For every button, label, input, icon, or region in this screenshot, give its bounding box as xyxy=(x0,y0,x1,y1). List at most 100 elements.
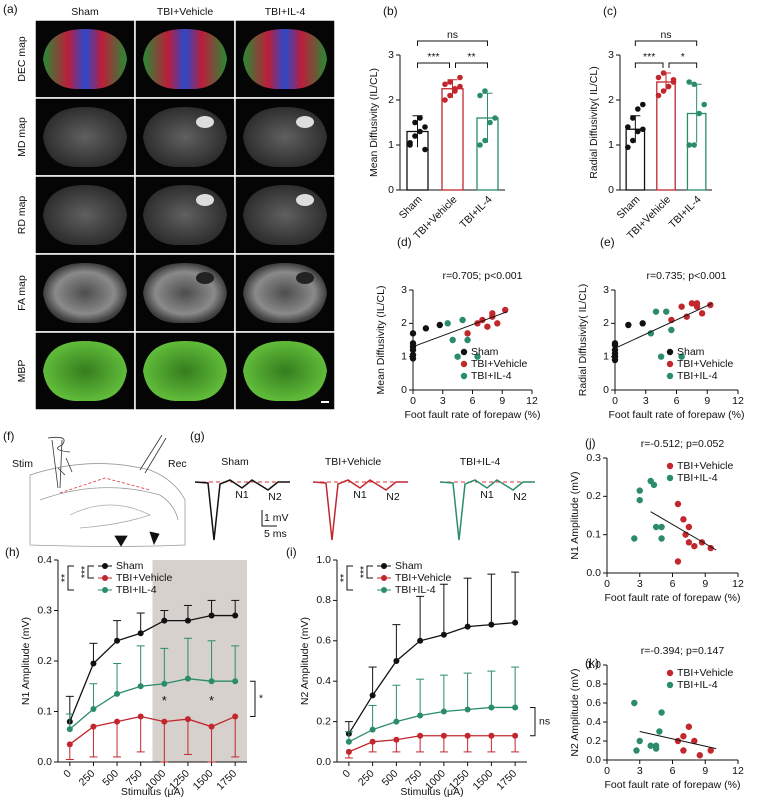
data-point xyxy=(208,612,215,619)
data-point xyxy=(488,704,495,711)
legend-marker xyxy=(666,669,674,677)
brain xyxy=(143,263,227,323)
data-point xyxy=(678,303,685,310)
y-tick-label: 0.0 xyxy=(586,754,601,766)
row-label: RD map xyxy=(16,196,28,235)
data-point xyxy=(161,617,168,624)
y-tick-label: 0 xyxy=(608,184,614,196)
data-point xyxy=(650,481,658,489)
image-grid xyxy=(34,19,336,411)
panel-label: (h) xyxy=(5,545,20,559)
legend-marker xyxy=(666,372,674,380)
brain xyxy=(43,107,127,167)
data-point xyxy=(417,712,424,719)
data-point xyxy=(464,330,471,337)
data-point xyxy=(636,487,643,494)
data-point xyxy=(686,79,692,85)
series-line xyxy=(69,614,236,722)
fit-line xyxy=(412,311,508,348)
x-tick-label: 3 xyxy=(637,578,643,590)
panel-label: (f) xyxy=(3,429,14,443)
x-tick-label: 12 xyxy=(732,578,744,590)
rec-label: Rec xyxy=(168,458,187,470)
y-tick-label: 2 xyxy=(608,94,614,106)
x-tick-label: 6 xyxy=(670,765,676,777)
brain xyxy=(243,263,327,323)
data-point xyxy=(665,83,672,90)
legend-label: TBI+Vehicle xyxy=(677,358,733,370)
x-tick-label: 9 xyxy=(702,578,708,590)
data-point xyxy=(701,101,707,108)
legend-label: TBI+Vehicle xyxy=(116,572,172,584)
data-point xyxy=(488,621,495,628)
fit-line xyxy=(650,511,717,551)
y-tick-label: 3 xyxy=(608,49,614,61)
y-tick-label: 0.3 xyxy=(586,452,601,464)
significance-bracket xyxy=(366,565,373,579)
data-point xyxy=(90,723,97,730)
legend-marker xyxy=(460,360,468,368)
significance-bracket xyxy=(250,680,256,718)
row-label: DEC map xyxy=(16,36,28,82)
data-point xyxy=(488,732,495,739)
data-point xyxy=(487,119,493,126)
x-tick-label: Sham xyxy=(397,193,425,221)
data-point xyxy=(482,137,488,144)
data-point xyxy=(440,708,447,715)
row-label: MBP xyxy=(16,360,28,383)
y-tick-label: 3 xyxy=(388,49,394,61)
brain xyxy=(243,185,327,245)
y-tick-label: 0.6 xyxy=(586,697,601,709)
panel-label: (k) xyxy=(585,656,599,670)
lesion xyxy=(296,194,314,206)
y-tick-label: 0.2 xyxy=(586,735,601,747)
legend-label: TBI+IL-4 xyxy=(471,370,512,382)
data-point xyxy=(114,637,121,644)
x-tick-label: 500 xyxy=(100,767,121,788)
x-tick-label: 12 xyxy=(732,765,744,777)
significance-label: * xyxy=(259,693,263,705)
data-point xyxy=(633,747,640,754)
legend-marker xyxy=(666,360,674,368)
x-tick-label: 0 xyxy=(604,578,610,590)
significance-bracket xyxy=(417,40,488,46)
scale-bar xyxy=(261,510,277,527)
data-point xyxy=(464,706,471,713)
trace xyxy=(439,479,535,541)
data-point xyxy=(707,747,714,754)
data-point xyxy=(161,680,168,687)
data-point xyxy=(635,128,641,135)
series-line xyxy=(69,715,236,745)
x-tick-label: 0 xyxy=(61,767,74,780)
data-point xyxy=(393,736,400,743)
significance-label: ** xyxy=(338,574,350,582)
legend-label: TBI+IL-4 xyxy=(677,679,718,691)
y-tick-label: 0.1 xyxy=(586,528,601,540)
y-tick-label: 0.4 xyxy=(37,554,52,566)
significance-bracket xyxy=(634,40,698,46)
trace-title: Sham xyxy=(221,456,249,468)
legend-marker xyxy=(102,563,108,569)
data-point xyxy=(184,617,191,624)
legend-marker xyxy=(460,348,468,356)
data-point xyxy=(449,336,456,344)
bar xyxy=(441,88,464,191)
data-point xyxy=(66,741,73,748)
trace-title: TBI+Vehicle xyxy=(325,456,381,468)
x-axis-label: Foot fault rate of forepaw (%) xyxy=(405,409,541,421)
y-tick-label: 0.4 xyxy=(586,716,601,728)
data-point xyxy=(691,81,697,88)
data-point xyxy=(512,704,519,711)
x-tick-label: 250 xyxy=(77,767,98,788)
x-tick-label: 6 xyxy=(674,395,680,407)
data-point xyxy=(631,535,638,542)
stim-label: Stim xyxy=(12,458,33,470)
x-tick-label: 1500 xyxy=(191,767,216,792)
data-point xyxy=(90,705,97,712)
trace-title: TBI+IL-4 xyxy=(460,456,501,468)
fit-line xyxy=(614,302,713,349)
data-point xyxy=(417,637,424,644)
data-point xyxy=(652,308,660,315)
y-tick-label: 1.0 xyxy=(586,659,601,671)
data-point xyxy=(457,74,463,81)
